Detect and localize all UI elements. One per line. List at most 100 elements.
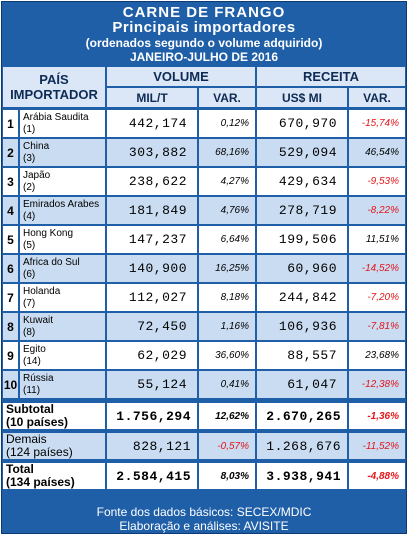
total-receita: 3.938,941 (256, 462, 348, 490)
country-name: Holanda (23, 285, 61, 297)
receita-variation: -9,53% (348, 167, 406, 196)
country-header-line1: PAÍS (39, 72, 69, 87)
previous-position: (7) (23, 297, 36, 309)
row-rank: 4 (2, 196, 19, 225)
receita-variation: -15,74% (348, 109, 406, 138)
volume-variation: 8,18% (198, 283, 256, 312)
volume-variation: 0,41% (198, 370, 256, 399)
subtotal-volume: 1.756,294 (106, 402, 198, 430)
total-label: Total (134 países) (2, 462, 106, 490)
row-country: Arábia Saudita (1) (19, 109, 106, 138)
volume-value: 72,450 (106, 312, 198, 341)
receita-group-header: RECEITA (256, 66, 406, 87)
volume-value: 442,174 (106, 109, 198, 138)
total-volume-variation: 8,03% (198, 462, 256, 490)
us-mi-header: US$ MI (256, 87, 348, 108)
previous-position: (2) (23, 181, 36, 193)
country-name: Kuwait (23, 314, 54, 326)
report-period: JANEIRO-JULHO DE 2016 (129, 50, 279, 64)
row-rank: 3 (2, 167, 19, 196)
receita-value: 61,047 (256, 370, 348, 399)
country-header-line2: IMPORTADOR (10, 87, 98, 102)
row-rank: 1 (2, 109, 19, 138)
receita-value: 529,094 (256, 138, 348, 167)
volume-value: 62,029 (106, 341, 198, 370)
report-title: CARNE DE FRANGO (122, 4, 286, 21)
row-rank: 8 (2, 312, 19, 341)
row-country: Hong Kong (5) (19, 225, 106, 254)
demais-receita-variation: -11,52% (348, 432, 406, 460)
subtotal-label: Subtotal (10 países) (2, 402, 106, 430)
row-rank: 10 (2, 370, 19, 399)
country-name: Hong Kong (23, 227, 74, 239)
report-header: CARNE DE FRANGO Principais importadores … (2, 2, 406, 66)
country-name: China (23, 140, 50, 152)
receita-var-header: VAR. (348, 87, 406, 108)
receita-value: 429,634 (256, 167, 348, 196)
row-country: Holanda (7) (19, 283, 106, 312)
country-name: Rússia (23, 372, 54, 384)
receita-value: 106,936 (256, 312, 348, 341)
country-name: Egito (23, 343, 46, 355)
receita-value: 199,506 (256, 225, 348, 254)
subtotal-receita-variation: -1,36% (348, 402, 406, 430)
previous-position: (11) (23, 384, 41, 396)
analysis-note: Elaboração e análises: AVISITE (119, 519, 289, 533)
volume-variation: 0,12% (198, 109, 256, 138)
previous-position: (5) (23, 239, 36, 251)
receita-value: 278,719 (256, 196, 348, 225)
row-country: Africa do Sul (6) (19, 254, 106, 283)
demais-volume: 828,121 (106, 432, 198, 460)
receita-value: 88,557 (256, 341, 348, 370)
previous-position: (14) (23, 355, 41, 367)
volume-var-header: VAR. (198, 87, 256, 108)
volume-value: 181,849 (106, 196, 198, 225)
receita-variation: -12,38% (348, 370, 406, 399)
volume-value: 55,124 (106, 370, 198, 399)
row-country: Japão (2) (19, 167, 106, 196)
country-name: Japão (23, 169, 51, 181)
subtotal-label-line1: Subtotal (6, 402, 54, 416)
country-name: Africa do Sul (23, 256, 80, 268)
row-country: Kuwait (8) (19, 312, 106, 341)
volume-value: 238,622 (106, 167, 198, 196)
country-column-header: PAÍS IMPORTADOR (2, 66, 106, 108)
row-rank: 5 (2, 225, 19, 254)
volume-variation: 16,25% (198, 254, 256, 283)
volume-variation: 36,60% (198, 341, 256, 370)
source-note: Fonte dos dados básicos: SECEX/MDIC (96, 505, 312, 519)
subtotal-volume-variation: 12,62% (198, 402, 256, 430)
volume-variation: 6,64% (198, 225, 256, 254)
row-rank: 2 (2, 138, 19, 167)
receita-variation: -7,81% (348, 312, 406, 341)
report-subtitle: Principais importadores (112, 19, 296, 36)
previous-position: (1) (23, 123, 36, 135)
mil-t-header: MIL/T (106, 87, 198, 108)
report-note: (ordenados segundo o volume adquirido) (85, 36, 323, 50)
subtotal-receita: 2.670,265 (256, 402, 348, 430)
volume-group-header: VOLUME (106, 66, 256, 87)
receita-variation: -8,22% (348, 196, 406, 225)
row-rank: 6 (2, 254, 19, 283)
volume-value: 140,900 (106, 254, 198, 283)
volume-value: 147,237 (106, 225, 198, 254)
subtotal-label-line2: (10 países) (6, 415, 69, 429)
receita-variation: -7,20% (348, 283, 406, 312)
volume-variation: 68,16% (198, 138, 256, 167)
receita-value: 244,842 (256, 283, 348, 312)
receita-variation: 46,54% (348, 138, 406, 167)
total-label-line2: (134 países) (6, 475, 75, 489)
volume-variation: 1,16% (198, 312, 256, 341)
row-country: Emirados Arabes (4) (19, 196, 106, 225)
row-country: China (3) (19, 138, 106, 167)
previous-position: (3) (23, 152, 36, 164)
volume-value: 112,027 (106, 283, 198, 312)
demais-receita: 1.268,676 (256, 432, 348, 460)
row-country: Egito (14) (19, 341, 106, 370)
previous-position: (4) (23, 210, 36, 222)
receita-variation: 11,51% (348, 225, 406, 254)
country-name: Arábia Saudita (23, 111, 89, 123)
row-rank: 9 (2, 341, 19, 370)
demais-label: Demais (124 países) (2, 432, 106, 460)
